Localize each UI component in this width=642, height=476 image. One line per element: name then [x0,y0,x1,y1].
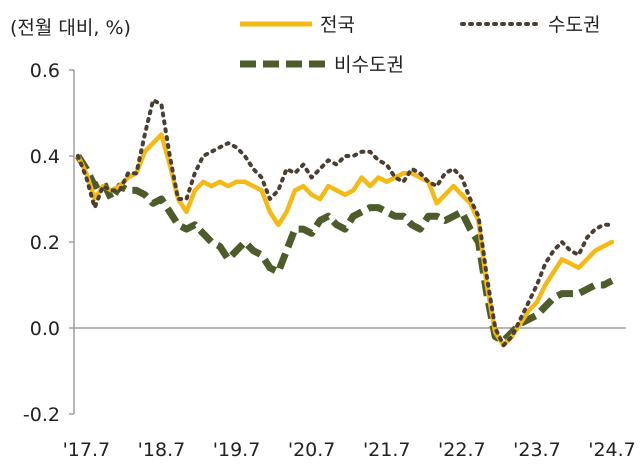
x-tick-label: '21.7 [363,439,411,461]
legend: 전국 수도권 비수도권 [240,14,600,76]
unit-label: (전월 대비, %) [10,17,131,39]
y-axis: 0.6 0.4 0.2 0.0 -0.2 [23,60,75,426]
x-tick-label: '24.7 [588,439,636,461]
legend-label-non-capital-area: 비수도권 [334,54,404,76]
series-line-dashed [75,154,614,345]
x-tick-label: '22.7 [438,439,486,461]
x-tick-label: '17.7 [63,439,111,461]
x-tick-label: '20.7 [288,439,336,461]
series-line-dotted [76,98,614,348]
legend-label-nationwide: 전국 [320,14,355,36]
x-tick-label: '19.7 [213,439,261,461]
y-tick-label: 0.4 [30,146,60,168]
series-line-solid [75,132,615,348]
x-tick-label: '18.7 [138,439,186,461]
y-tick-label: 0.6 [30,60,60,82]
series-layer [75,98,615,348]
y-tick-label: 0.0 [30,318,60,340]
x-tick-label: '23.7 [513,439,561,461]
y-tick-label: 0.2 [30,232,60,254]
x-axis: '17.7 '18.7 '19.7 '20.7 '21.7 '22.7 '23.7 '24.7 [63,327,636,461]
legend-label-capital-area: 수도권 [548,14,600,36]
y-tick-label: -0.2 [23,404,60,426]
